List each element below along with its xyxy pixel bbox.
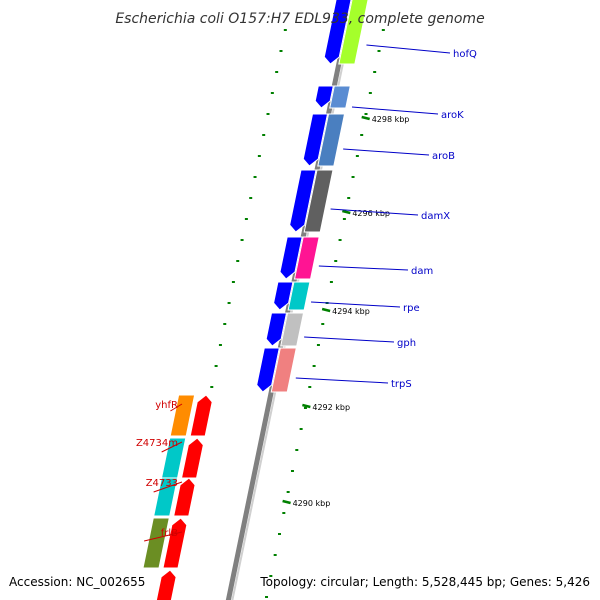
leader-line	[343, 148, 430, 156]
gene-label-frlb: frlB	[161, 528, 178, 539]
gene-label-dam: dam	[411, 266, 433, 277]
gene-features	[142, 0, 369, 600]
reverse-gene-arrow	[162, 517, 188, 569]
gene-gph-block	[280, 312, 305, 347]
gene-arok-block	[329, 85, 351, 109]
gene-label-hofq: hofQ	[453, 49, 477, 60]
forward-gene-arrow	[289, 169, 317, 233]
gene-rpe-block	[287, 281, 311, 311]
leader-line	[310, 301, 401, 308]
forward-gene-arrow	[279, 236, 303, 280]
leader-line	[170, 403, 183, 412]
forward-gene-arrow	[302, 113, 329, 167]
leader-line	[295, 377, 389, 384]
kbp-ticks: 4298 kbp 4296 kbp 4294 kbp 4292 kbp 4290 kbp	[282, 115, 410, 508]
gene-damx-block	[303, 169, 334, 233]
gene-frlb-block	[142, 517, 170, 569]
gene-labels: hofQ aroK aroB damX dam rpe gph trpS yhfR Z4734m Z…	[136, 44, 477, 542]
gene-trps-block	[270, 347, 297, 393]
genome-summary-text: Topology: circular; Length: 5,528,445 bp…	[259, 575, 590, 589]
gene-z4733-block	[153, 477, 179, 517]
forward-gene-arrow	[314, 85, 334, 109]
tick-mark	[302, 403, 311, 409]
reverse-gene-arrow	[189, 394, 213, 437]
tick-label: 4294 kbp	[332, 307, 370, 316]
leader-line	[144, 531, 183, 542]
leader-line	[351, 106, 439, 115]
leader-line	[318, 265, 409, 271]
reverse-gene-arrow	[155, 569, 177, 600]
tick-mark	[321, 307, 331, 313]
leader-line	[153, 481, 183, 493]
gene-label-gph: gph	[397, 338, 416, 349]
tick-mark	[282, 499, 291, 505]
map-title: Escherichia coli O157:H7 EDL933, complet…	[115, 11, 484, 27]
leader-line	[366, 44, 451, 54]
gene-label-z4733: Z4733	[146, 478, 178, 489]
tick-label: 4292 kbp	[312, 403, 350, 412]
tick-label: 4298 kbp	[372, 115, 410, 124]
accession-text: Accession: NC_002655	[9, 575, 145, 589]
forward-gene-arrow	[256, 347, 280, 393]
leader-line	[304, 336, 395, 343]
gene-dam-block	[293, 236, 320, 280]
tick-label: 4296 kbp	[352, 209, 390, 218]
gene-hofq-block	[338, 0, 369, 65]
gene-yhfr-block	[169, 394, 196, 437]
tick-label: 4290 kbp	[293, 499, 331, 508]
gene-label-rpe: rpe	[403, 303, 420, 314]
gene-label-yhfr: yhfR	[155, 400, 178, 411]
forward-gene-arrow	[273, 281, 294, 311]
tick-mark	[361, 115, 370, 121]
gene-label-arob: aroB	[432, 151, 455, 162]
gene-label-damx: damX	[421, 211, 450, 222]
forward-gene-arrow	[265, 312, 288, 347]
leader-line	[161, 441, 183, 453]
tick-mark	[342, 209, 351, 215]
leader-line	[330, 208, 419, 216]
gene-label-z4734m: Z4734m	[136, 438, 178, 449]
reverse-gene-arrow	[173, 477, 196, 517]
gene-label-trps: trpS	[391, 379, 412, 390]
forward-gene-arrow	[323, 0, 352, 65]
gene-label-arok: aroK	[441, 110, 464, 121]
gene-arob-block	[317, 113, 346, 167]
